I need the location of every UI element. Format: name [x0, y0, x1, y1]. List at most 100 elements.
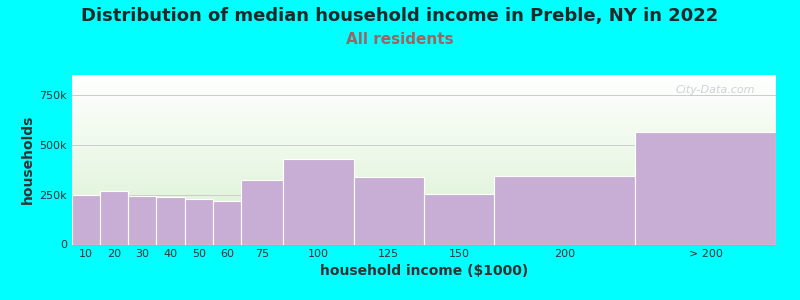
Bar	[72, 110, 776, 111]
Bar	[72, 233, 776, 234]
Bar	[72, 132, 776, 133]
Bar	[213, 201, 241, 244]
Bar	[72, 190, 776, 191]
Bar	[128, 196, 157, 244]
Bar	[72, 76, 776, 77]
Bar	[72, 168, 776, 169]
Bar	[72, 88, 776, 89]
Bar	[72, 153, 776, 154]
Bar	[72, 230, 776, 231]
Y-axis label: households: households	[22, 115, 35, 204]
Bar	[72, 117, 776, 118]
Bar	[72, 164, 776, 165]
Bar	[72, 175, 776, 176]
Bar	[72, 95, 776, 96]
Bar	[72, 128, 776, 129]
Bar	[72, 125, 776, 126]
Bar	[72, 115, 776, 116]
Bar	[72, 201, 776, 202]
Bar	[72, 178, 776, 179]
Bar	[72, 143, 776, 144]
Bar	[72, 120, 776, 121]
Bar	[72, 222, 776, 223]
Text: Distribution of median household income in Preble, NY in 2022: Distribution of median household income …	[82, 8, 718, 26]
Bar	[72, 162, 776, 163]
Bar	[72, 238, 776, 239]
Bar	[241, 180, 283, 244]
Bar	[72, 202, 776, 203]
Bar	[72, 97, 776, 98]
Bar	[72, 157, 776, 158]
Bar	[72, 99, 776, 100]
Bar	[72, 100, 776, 101]
Bar	[72, 191, 776, 192]
Bar	[72, 121, 776, 122]
Bar	[72, 122, 776, 123]
Bar	[72, 124, 776, 125]
Bar	[72, 177, 776, 178]
Bar	[72, 232, 776, 233]
Bar	[72, 114, 776, 115]
Bar	[72, 241, 776, 242]
Bar	[72, 176, 776, 177]
Text: City-Data.com: City-Data.com	[675, 85, 755, 95]
Bar	[283, 159, 354, 244]
Bar	[72, 133, 776, 134]
Bar	[72, 141, 776, 142]
Bar	[72, 193, 776, 194]
Bar	[72, 174, 776, 175]
Bar	[72, 180, 776, 181]
Bar	[72, 218, 776, 219]
Bar	[72, 207, 776, 208]
Bar	[72, 100, 776, 101]
Bar	[72, 159, 776, 160]
Bar	[72, 161, 776, 162]
Bar	[72, 79, 776, 80]
Bar	[72, 188, 776, 189]
Bar	[72, 130, 776, 131]
Bar	[157, 196, 185, 244]
Bar	[72, 194, 776, 195]
Bar	[72, 108, 776, 109]
Bar	[72, 199, 776, 200]
Bar	[72, 181, 776, 182]
Bar	[72, 231, 776, 232]
Bar	[72, 196, 776, 197]
Bar	[72, 182, 776, 183]
Bar	[72, 189, 776, 190]
Bar	[72, 92, 776, 93]
Bar	[72, 239, 776, 240]
Bar	[72, 221, 776, 222]
Bar	[72, 146, 776, 147]
Bar	[72, 166, 776, 167]
Bar	[72, 224, 776, 225]
Bar	[72, 129, 776, 130]
Bar	[72, 210, 776, 211]
Bar	[72, 163, 776, 164]
Bar	[72, 155, 776, 156]
Bar	[72, 214, 776, 215]
Bar	[72, 87, 776, 88]
Bar	[494, 176, 635, 244]
Bar	[72, 206, 776, 207]
Bar	[72, 134, 776, 135]
Bar	[72, 242, 776, 243]
Bar	[72, 200, 776, 201]
Bar	[72, 140, 776, 141]
Bar	[72, 118, 776, 119]
Bar	[72, 197, 776, 198]
Bar	[72, 212, 776, 213]
Bar	[72, 145, 776, 146]
Bar	[72, 103, 776, 104]
Bar	[72, 152, 776, 153]
Bar	[72, 213, 776, 214]
Bar	[72, 185, 776, 186]
Bar	[72, 109, 776, 110]
Bar	[72, 151, 776, 152]
Bar	[100, 191, 128, 244]
Bar	[72, 234, 776, 235]
Bar	[354, 177, 424, 244]
Bar	[72, 137, 776, 138]
Bar	[72, 83, 776, 84]
Bar	[72, 131, 776, 132]
